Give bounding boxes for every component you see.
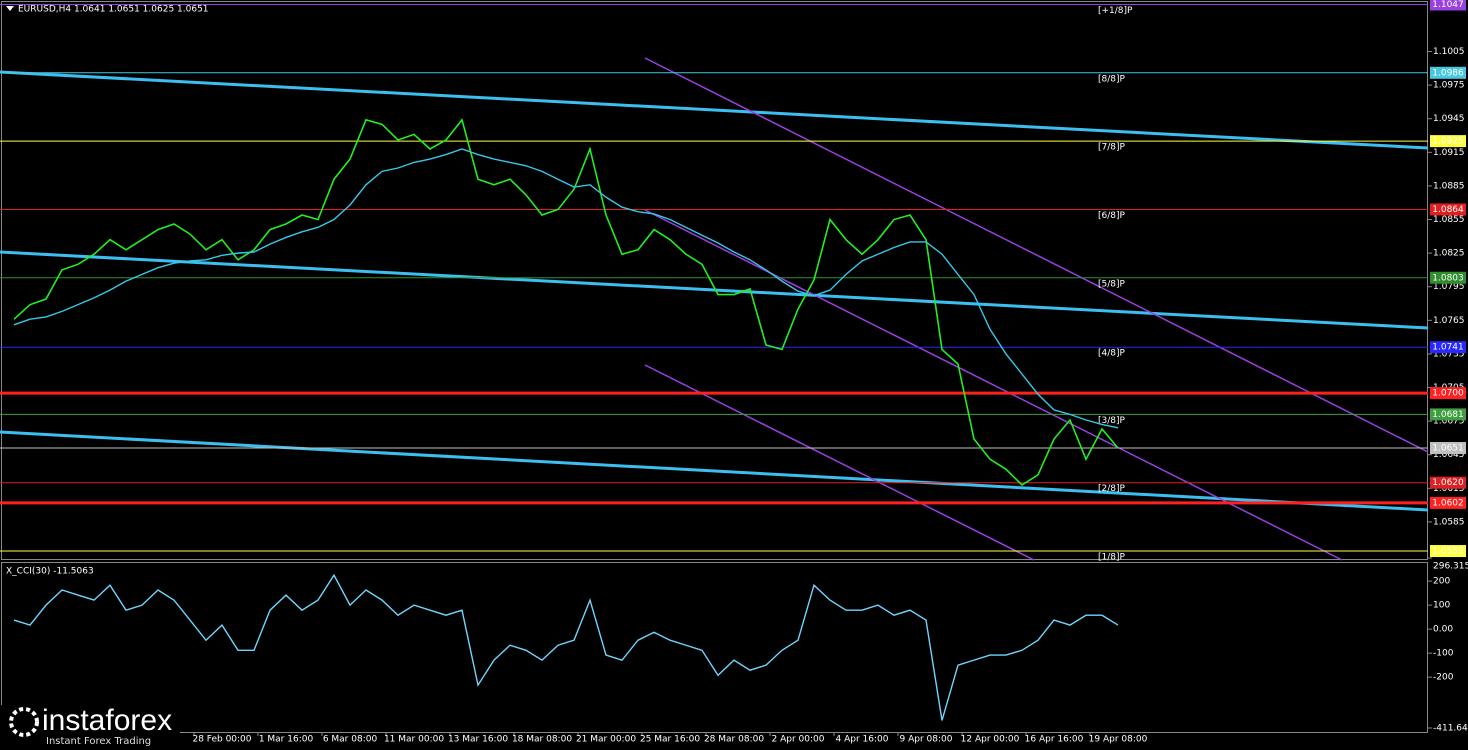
price-box	[1430, 271, 1466, 284]
y-tick-label: -411.643	[1433, 724, 1468, 734]
level-label: [8/8]P	[1098, 74, 1126, 84]
y-tick-label: 200	[1433, 577, 1450, 587]
series-line	[13, 573, 1119, 721]
price-box-label: 1.0681	[1432, 410, 1464, 420]
trend-lines	[0, 70, 1429, 512]
series-line	[13, 118, 1119, 486]
price-box	[1430, 387, 1466, 400]
level-label: [3/8]P	[1098, 416, 1126, 426]
menu-arrow[interactable]	[6, 6, 14, 11]
watermark-bg	[0, 705, 180, 750]
regression-line	[644, 364, 1035, 561]
y-tick-label: 1.0765	[1433, 316, 1465, 326]
y-tick-label: 0.00	[1433, 625, 1453, 635]
price-box-label: 1.0803	[1432, 273, 1464, 283]
x-tick-label: 28 Feb 00:00	[192, 735, 251, 745]
price-box-label: 1.0864	[1432, 205, 1464, 215]
price-box-label: 1.0700	[1432, 389, 1464, 399]
price-box	[1430, 66, 1466, 79]
y-tick-label: 1.0885	[1433, 181, 1465, 191]
price-box	[1430, 476, 1466, 489]
x-tick-label: 4 Apr 16:00	[836, 735, 889, 745]
y-tick-label: 1.0945	[1433, 114, 1465, 124]
cci-title: X_CCI(30) -11.5063	[6, 567, 94, 577]
x-tick-label: 18 Mar 08:00	[512, 735, 572, 745]
tagline: Instant Forex Trading	[46, 736, 151, 747]
x-tick-label: 1 Mar 16:00	[259, 735, 314, 745]
price-box	[1430, 341, 1466, 354]
y-tick-label: 1.0615	[1433, 484, 1465, 494]
level-label: [2/8]P	[1098, 484, 1126, 494]
level-label: [7/8]P	[1098, 143, 1126, 153]
y-tick-label: 1.0855	[1433, 215, 1465, 225]
x-tick-label: 13 Mar 16:00	[448, 735, 508, 745]
x-tick-label: 9 Apr 08:00	[900, 735, 953, 745]
price-box-label: 1.0925	[1432, 137, 1464, 147]
x-tick-label: 11 Mar 00:00	[384, 735, 444, 745]
level-label: [6/8]P	[1098, 211, 1126, 221]
y-tick-label: 1.0825	[1433, 249, 1465, 259]
price-box	[1430, 203, 1466, 216]
x-tick-label: 25 Mar 16:00	[640, 735, 700, 745]
brand: instaforex	[42, 704, 172, 737]
price-box-label: 1.0620	[1432, 478, 1464, 488]
y-tick-label: -100	[1433, 649, 1454, 659]
logo-gear	[9, 707, 39, 737]
level-label: [+1/8]P	[1098, 6, 1133, 16]
x-tick-label: 19 Apr 08:00	[1089, 735, 1148, 745]
y-tick-label: 1.0975	[1433, 81, 1465, 91]
price-box-label: 1.0559	[1432, 547, 1464, 557]
price-box-label: 1.1047	[1432, 0, 1464, 10]
price-box	[1430, 442, 1466, 454]
price-box-label: 1.0651	[1432, 444, 1464, 454]
price-box	[1430, 135, 1466, 148]
ma-line	[13, 148, 1119, 429]
y-tick-label: 1.0585	[1433, 517, 1465, 527]
x-tick-label: 2 Apr 00:00	[772, 735, 825, 745]
price-box	[1430, 545, 1466, 558]
level-label: [5/8]P	[1098, 279, 1126, 289]
price-box	[1430, 0, 1466, 11]
y-tick-label: 1.0915	[1433, 148, 1465, 158]
level-label: [4/8]P	[1098, 349, 1126, 359]
level-label: [1/8]P	[1098, 553, 1126, 563]
x-tick-label: 28 Mar 08:00	[704, 735, 764, 745]
cci-pane	[1, 562, 1428, 733]
channel-line	[0, 250, 1429, 330]
price-box-label: 1.0741	[1432, 343, 1464, 353]
symbol-header: EURUSD,H4 1.0641 1.0651 1.0625 1.0651	[18, 5, 209, 15]
x-tick-label: 21 Mar 00:00	[576, 735, 636, 745]
y-tick-label: 1.1005	[1433, 47, 1465, 57]
y-tick-label: 296.3154	[1433, 562, 1468, 572]
channel-line	[0, 70, 1429, 150]
y-tick-label: -200	[1433, 673, 1454, 683]
channel-line	[0, 430, 1429, 512]
y-tick-label: 1.0675	[1433, 417, 1465, 427]
x-tick-label: 12 Apr 00:00	[961, 735, 1020, 745]
price-box	[1430, 408, 1466, 421]
y-tick-label: 1.0735	[1433, 349, 1465, 359]
y-tick-label: 1.0795	[1433, 282, 1465, 292]
price-box-label: 1.0602	[1432, 498, 1464, 508]
watermark: instaforex Instant Forex Trading	[0, 704, 180, 750]
main-pane	[1, 1, 1428, 560]
x-tick-label: 6 Mar 08:00	[323, 735, 378, 745]
price-box	[1430, 496, 1466, 509]
y-tick-label: 100	[1433, 601, 1450, 611]
price-box-label: 1.0986	[1432, 68, 1464, 78]
x-tick-label: 16 Apr 16:00	[1025, 735, 1084, 745]
regression-line	[644, 57, 1429, 453]
y-tick-label: 1.0645	[1433, 450, 1465, 460]
